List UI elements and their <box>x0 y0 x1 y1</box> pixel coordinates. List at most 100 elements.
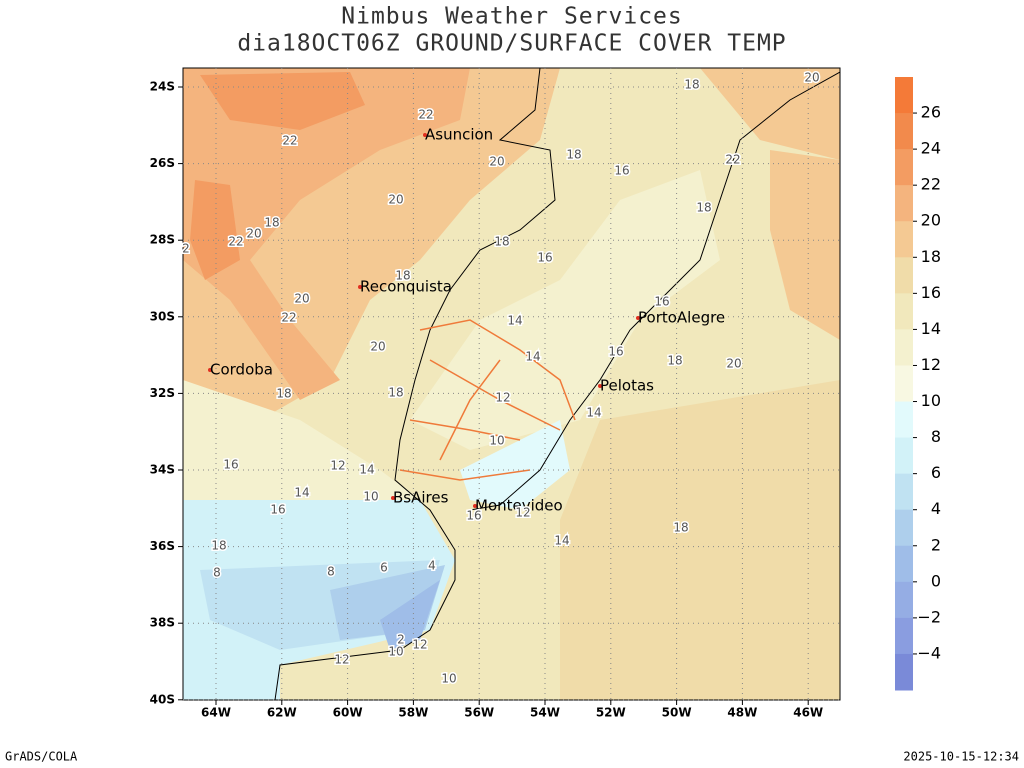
contour-label: 18 <box>673 521 688 535</box>
lon-label: 52W <box>596 706 626 720</box>
contour-label: 16 <box>537 251 552 265</box>
contour-label: 18 <box>276 387 291 401</box>
city-label: Montevideo <box>475 497 563 515</box>
contour-label: 18 <box>696 201 711 215</box>
contour-label: 14 <box>554 534 569 548</box>
colorbar-box <box>895 401 913 439</box>
city-label: Cordoba <box>210 361 273 379</box>
contour-label: 14 <box>294 486 309 500</box>
contour-label: 20 <box>370 340 385 354</box>
colorbar-label: 2 <box>931 535 941 554</box>
contour-label: 10 <box>441 672 456 686</box>
colorbar-label: 14 <box>921 319 941 338</box>
contour-label: 18 <box>395 269 410 283</box>
city-label: BsAires <box>393 489 449 507</box>
colorbar-box <box>895 437 913 475</box>
lat-label: 24S <box>150 80 175 94</box>
contour-label: 12 <box>412 638 427 652</box>
contour-label: 18 <box>494 235 509 249</box>
lat-label: 28S <box>150 233 175 247</box>
contour-label: 10 <box>489 434 504 448</box>
city-marker <box>423 133 427 137</box>
contour-label: 20 <box>726 357 741 371</box>
contour-label: 16 <box>614 164 629 178</box>
colorbar-label: 0 <box>931 571 941 590</box>
colorbar-box <box>895 185 913 222</box>
colorbar-box <box>895 617 913 655</box>
colorbar-label: −4 <box>917 643 941 662</box>
contour-label: 14 <box>359 463 374 477</box>
contour-label: 12 <box>495 391 510 405</box>
contour-label: 20 <box>246 227 261 241</box>
colorbar-box <box>895 329 913 366</box>
lon-label: 56W <box>464 706 494 720</box>
contour-label: 18 <box>667 354 682 368</box>
colorbar-box <box>895 221 913 258</box>
map-field <box>183 68 840 700</box>
colorbar-box <box>895 545 913 583</box>
contour-label: 16 <box>608 345 623 359</box>
city-marker <box>636 316 640 320</box>
contour-label: 20 <box>804 71 819 85</box>
subtitle: dia18OCT06Z GROUND/SURFACE COVER TEMP <box>237 31 786 57</box>
lon-label: 50W <box>662 706 692 720</box>
colorbar-box <box>895 653 913 691</box>
lon-label: 64W <box>201 706 231 720</box>
colorbar-label: 18 <box>921 247 941 266</box>
colorbar-box <box>895 149 913 186</box>
footer-left: GrADS/COLA <box>5 750 78 764</box>
lon-label: 62W <box>267 706 297 720</box>
contour-label: 16 <box>223 458 238 472</box>
contour-label: 18 <box>684 78 699 92</box>
colorbar-box <box>895 581 913 619</box>
colorbar-label: 10 <box>921 391 941 410</box>
colorbar-box <box>895 77 913 114</box>
lat-label: 30S <box>150 309 175 323</box>
city-label: Asuncion <box>425 126 493 144</box>
lon-label: 48W <box>727 706 757 720</box>
colorbar-label: 6 <box>931 463 941 482</box>
contour-label: 2 <box>397 633 405 647</box>
contour-label: 14 <box>507 314 522 328</box>
colorbar-box <box>895 257 913 294</box>
contour-label: 20 <box>388 193 403 207</box>
colorbar-label: 24 <box>921 139 941 158</box>
city-marker <box>473 504 477 508</box>
colorbar-label: 22 <box>921 175 941 194</box>
city-label: Pelotas <box>600 377 654 395</box>
contour-label: 4 <box>428 559 436 573</box>
colorbar-box <box>895 293 913 330</box>
colorbar-box <box>895 113 913 150</box>
colorbar-label: 26 <box>921 103 941 122</box>
city-marker <box>391 496 395 500</box>
contour-label: 22 <box>725 153 740 167</box>
map-frame <box>182 67 841 701</box>
colorbar-label: 4 <box>931 499 941 518</box>
contour-label: 16 <box>270 503 285 517</box>
lat-label: 36S <box>150 539 175 553</box>
contour-label: 22 <box>281 311 296 325</box>
contour-label: 12 <box>334 653 349 667</box>
colorbar-label: −2 <box>917 607 941 626</box>
contour-label: 18 <box>211 539 226 553</box>
lon-label: 54W <box>530 706 560 720</box>
contour-label: 12 <box>515 506 530 520</box>
contour-label: 22 <box>418 108 433 122</box>
lat-label: 38S <box>150 616 175 630</box>
contour-label: 16 <box>654 295 669 309</box>
title: Nimbus Weather Services <box>341 4 683 30</box>
contour-label: 14 <box>525 350 540 364</box>
lat-label: 34S <box>150 463 175 477</box>
contour-label: 16 <box>466 509 481 523</box>
colorbar-box <box>895 509 913 547</box>
lat-label: 32S <box>150 386 175 400</box>
colorbar-box <box>895 365 913 403</box>
city-marker <box>598 384 602 388</box>
contour-label: 18 <box>264 216 279 230</box>
contour-label: 14 <box>586 406 601 420</box>
lat-label: 40S <box>150 692 175 706</box>
colorbar-label: 8 <box>931 427 941 446</box>
colorbar-label: 20 <box>921 211 941 230</box>
city-marker <box>208 368 212 372</box>
